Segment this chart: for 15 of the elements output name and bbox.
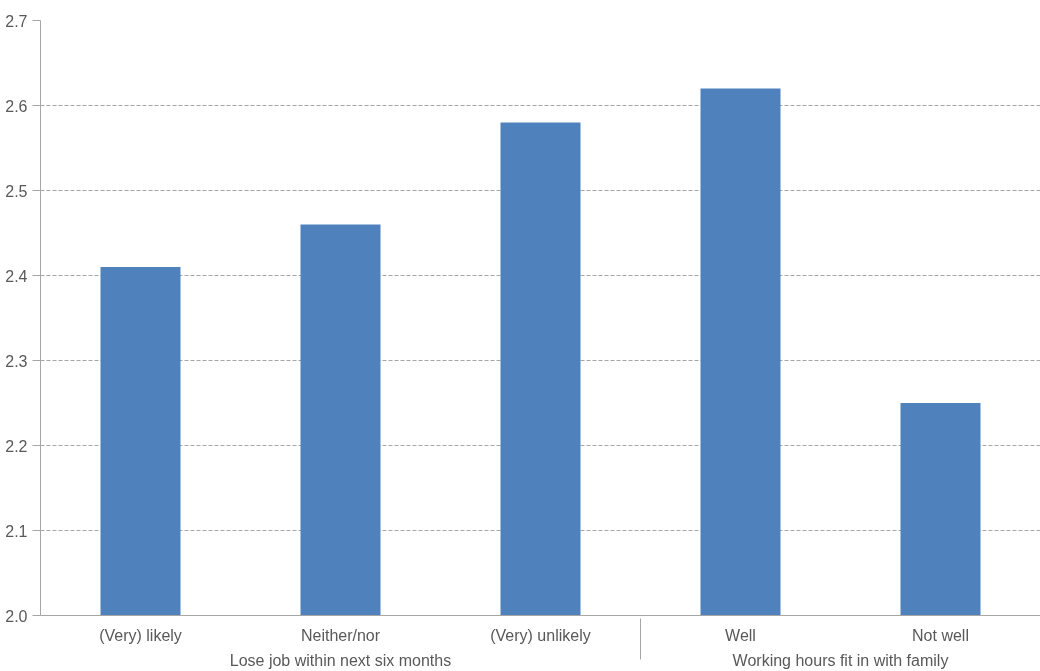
y-tick-label: 2.1 [5,522,28,540]
y-tick-label: 2.2 [5,437,28,455]
x-tick-label: Well [725,626,756,644]
x-tick-label: (Very) unlikely [490,626,591,644]
y-tick-label: 2.0 [5,607,28,625]
text: Lose job within next six months [229,651,452,669]
x-tick-label: (Very) likely [99,626,182,644]
y-tick-label: 2.5 [5,182,28,200]
y-tick-label: 2.7 [5,12,28,30]
text: Working hours fit in with family [732,651,949,669]
x-tick-label: Neither/nor [300,626,381,644]
x-tick-label: Not well [912,626,969,644]
y-tick-label: 2.4 [5,267,28,285]
y-tick-label: 2.3 [5,352,28,370]
y-tick-label: 2.6 [5,97,28,115]
